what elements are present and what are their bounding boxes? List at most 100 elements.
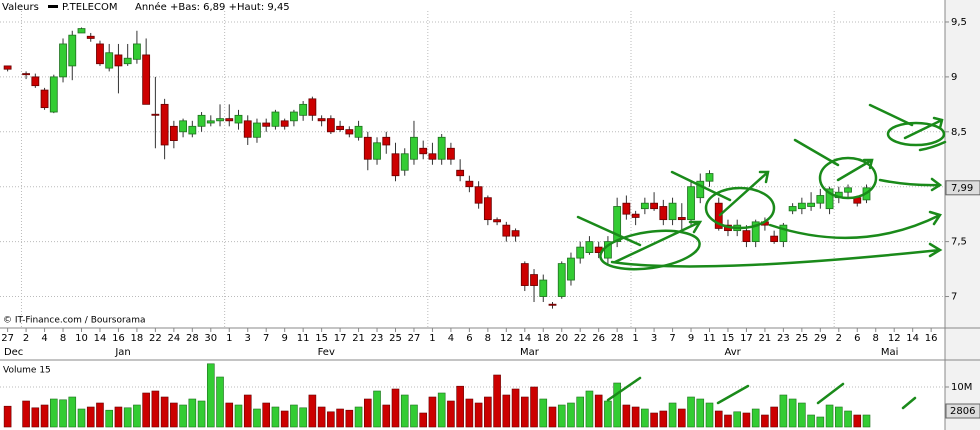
volume-bar	[96, 402, 104, 428]
volume-bar	[170, 402, 178, 428]
volume-bar	[447, 400, 455, 428]
candle-body	[567, 257, 575, 281]
candle-body	[410, 136, 418, 160]
candle-body	[465, 180, 474, 188]
x-tick-label: 1	[226, 333, 232, 344]
x-tick-label: 1	[429, 333, 435, 344]
volume-bar	[253, 408, 261, 428]
volume-bar	[400, 394, 409, 428]
x-tick-label: 17	[334, 333, 347, 344]
candle-body	[622, 202, 631, 215]
candle-body	[631, 213, 640, 218]
x-tick-label: 11	[703, 333, 716, 344]
y-tick-label: 7	[951, 292, 957, 303]
candle-body	[345, 129, 354, 135]
candle-body	[243, 120, 252, 138]
volume-bar	[105, 409, 114, 428]
x-tick-label: 27	[1, 333, 14, 344]
volume-bar	[594, 394, 603, 428]
volume-bar	[798, 402, 806, 428]
candle-body	[437, 136, 446, 160]
x-tick-label: 6	[466, 333, 472, 344]
x-tick-label: 8	[60, 333, 66, 344]
month-label: Dec	[4, 347, 23, 358]
annotation-arrow	[576, 215, 703, 264]
candle-body	[169, 125, 178, 141]
volume-bar	[280, 410, 289, 428]
candle-body	[59, 43, 67, 78]
candle-body	[751, 221, 760, 243]
volume-last-label: 2806	[950, 406, 975, 417]
x-tick-label: 30	[204, 333, 217, 344]
candle-body	[640, 202, 649, 210]
last-price-label: 7,99	[951, 183, 973, 194]
volume-title: Volume 15	[3, 366, 51, 376]
volume-bar	[123, 407, 132, 428]
volume-bar	[539, 398, 548, 428]
volume-bar	[853, 414, 862, 428]
annotation-arrow	[670, 170, 770, 217]
y-tick-label: 9	[951, 72, 957, 83]
month-label: Mar	[520, 347, 540, 358]
volume-bar	[133, 404, 141, 428]
volume-bar	[225, 402, 234, 428]
month-label: Fev	[318, 347, 335, 358]
candle-body	[197, 114, 206, 127]
volume-bar	[354, 406, 363, 428]
volume-bar	[751, 408, 760, 428]
volume-bar	[49, 398, 58, 428]
candle-body	[539, 279, 548, 297]
volume-bar	[557, 404, 566, 428]
volume-bar	[262, 402, 271, 428]
volume-bar	[363, 398, 372, 428]
volume-bar	[465, 398, 474, 428]
volume-bar	[677, 408, 686, 428]
x-tick-label: 10	[75, 333, 88, 344]
volume-bar	[742, 412, 751, 428]
candle-body	[502, 224, 511, 237]
candle-body	[280, 120, 289, 127]
x-tick-label: 24	[167, 333, 180, 344]
series-name: P.TELECOM	[62, 2, 117, 13]
x-tick-label: 7	[263, 333, 269, 344]
candle-body	[714, 202, 723, 229]
candle-body	[844, 187, 852, 193]
x-tick-label: 29	[814, 333, 827, 344]
candle-body	[308, 98, 317, 116]
annotation-arrow	[868, 103, 947, 152]
candle-body	[188, 125, 197, 135]
month-label: Avr	[724, 347, 741, 358]
candle-body	[400, 153, 409, 171]
volume-bar	[733, 411, 742, 428]
volume-bar	[151, 390, 160, 428]
volume-bar	[696, 398, 705, 428]
volume-bar	[779, 394, 788, 428]
volume-bar	[613, 382, 621, 428]
volume-bar	[456, 385, 464, 428]
candle-body	[650, 202, 658, 210]
volume-bar	[179, 404, 187, 428]
volume-bar	[484, 396, 492, 428]
candle-body	[68, 34, 77, 67]
volume-bar	[502, 394, 511, 428]
volume-bar	[243, 394, 252, 428]
candle-body	[530, 274, 538, 286]
candle-body	[160, 103, 169, 146]
header-label: Valeurs	[2, 2, 39, 13]
volume-bar	[410, 404, 418, 428]
x-tick-label: 16	[112, 333, 125, 344]
volume-bar	[206, 363, 215, 428]
annotation-ellipse	[818, 156, 878, 200]
x-tick-label: 25	[389, 333, 402, 344]
x-tick-label: 14	[906, 333, 919, 344]
x-tick-label: 17	[740, 333, 753, 344]
x-tick-label: 21	[352, 333, 365, 344]
volume-bar	[59, 399, 67, 428]
candle-body	[363, 136, 372, 160]
candle-body	[557, 263, 566, 297]
candle-body	[687, 186, 695, 221]
candle-body	[354, 125, 363, 138]
candle-body	[797, 202, 806, 210]
volume-annotation	[606, 376, 917, 410]
candle-body	[391, 153, 400, 177]
